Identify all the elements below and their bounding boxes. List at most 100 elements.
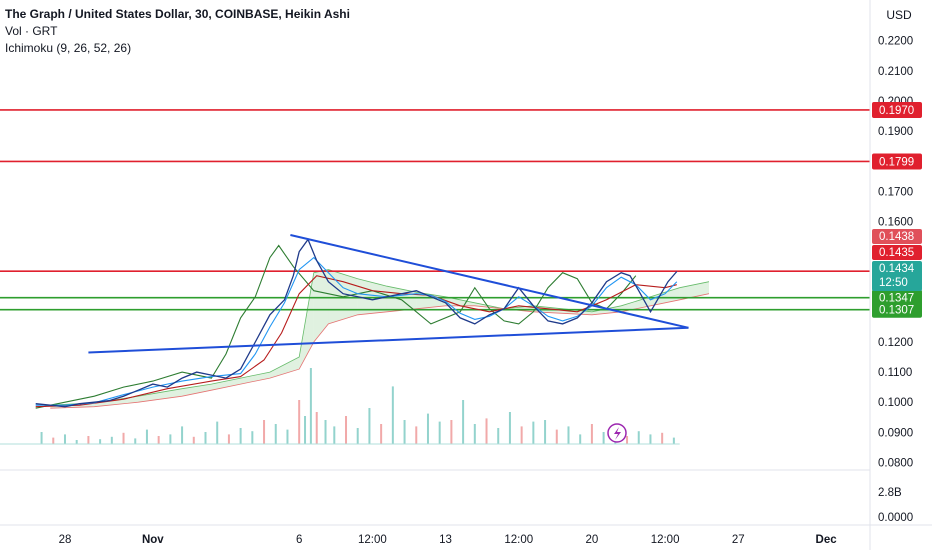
ichimoku-indicator-label[interactable]: Ichimoku (9, 26, 52, 26) xyxy=(5,41,132,55)
volume-bar xyxy=(239,428,242,444)
volume-bar xyxy=(426,413,429,444)
volume-bar xyxy=(567,426,570,444)
volume-indicator-label[interactable]: Vol · GRT xyxy=(5,24,58,38)
volume-bar xyxy=(145,429,148,444)
volume-bar xyxy=(309,368,312,444)
ichimoku-cloud-segment xyxy=(138,388,183,403)
ichimoku-cloud-segment xyxy=(182,384,212,397)
alert-icon-bolt xyxy=(614,427,621,440)
volume-bar xyxy=(649,434,652,444)
ichimoku-cloud-segment xyxy=(211,378,241,391)
level-badge xyxy=(872,289,922,306)
price-tick-label: 0.1900 xyxy=(878,126,913,138)
volume-bar xyxy=(204,432,207,444)
volume-bar xyxy=(157,436,160,444)
lagging-span-line xyxy=(35,244,637,409)
level-badge xyxy=(872,301,922,318)
time-tick-label: 20 xyxy=(586,534,599,546)
price-tick-label: 0.1600 xyxy=(878,216,913,228)
volume-bar xyxy=(286,429,289,444)
time-tick-label: 28 xyxy=(59,534,72,546)
trendline xyxy=(88,326,689,354)
price-tick-label: 0.0900 xyxy=(878,427,913,439)
level-badge xyxy=(872,101,922,118)
volume-bar xyxy=(181,426,184,444)
volume-bar xyxy=(345,416,348,444)
price-badge xyxy=(872,261,922,291)
volume-bar xyxy=(110,436,113,444)
ichimoku-cloud-segment xyxy=(299,272,314,370)
trendline xyxy=(290,234,689,329)
ichimoku-cloud-segment xyxy=(357,278,387,315)
level-badge-label: 0.1799 xyxy=(879,156,914,168)
leading-span-b xyxy=(50,293,710,409)
price-badge-label: 0.1435 xyxy=(879,247,914,259)
volume-bar xyxy=(602,432,605,444)
price-tick-label: 0.2100 xyxy=(878,66,913,78)
volume-bar xyxy=(134,438,137,444)
volume-bar xyxy=(333,426,336,444)
volume-bar xyxy=(380,424,383,444)
time-tick-label: 12:00 xyxy=(651,534,680,546)
volume-bar xyxy=(590,424,593,444)
volume-bar xyxy=(87,436,90,444)
trendlines xyxy=(88,234,689,443)
price-badge xyxy=(872,245,922,260)
ichimoku-cloud-segment xyxy=(240,372,270,385)
volume-tick-label: 2.8B xyxy=(878,487,902,499)
volume-bar xyxy=(532,421,535,444)
volume-bar xyxy=(251,431,254,444)
level-badge xyxy=(872,153,922,170)
ichimoku-cloud-segment xyxy=(650,287,680,306)
volume-bar xyxy=(626,436,629,444)
price-tick-label: 0.1100 xyxy=(878,367,912,379)
price-badge-label: 0.1434 xyxy=(879,263,915,275)
price-tick-label: 0.1200 xyxy=(878,337,913,349)
volume-bar xyxy=(661,432,664,444)
ichimoku-cloud xyxy=(50,269,710,409)
volume-bar xyxy=(637,431,640,444)
volume-bar xyxy=(485,418,488,444)
volume-bar xyxy=(304,416,307,444)
volume-bar xyxy=(298,400,301,444)
volume-bar xyxy=(450,420,453,444)
price-tick-label: 0.2200 xyxy=(878,36,913,48)
volume-bar xyxy=(391,386,394,444)
volume-bar xyxy=(555,429,558,444)
volume-bar xyxy=(122,432,125,444)
level-badge-label: 0.1347 xyxy=(879,293,914,305)
time-tick-label: 12:00 xyxy=(358,534,387,546)
chart-legend: The Graph / United States Dollar, 30, CO… xyxy=(5,6,350,57)
volume-bar xyxy=(216,421,219,444)
volume-bar xyxy=(508,412,511,444)
volume-bar xyxy=(324,420,327,444)
symbol-title[interactable]: The Graph / United States Dollar, 30, CO… xyxy=(5,7,350,21)
horizontal-levels xyxy=(0,109,870,311)
volume-bar xyxy=(438,421,441,444)
volume-bar xyxy=(169,434,172,444)
currency-button[interactable]: USD xyxy=(876,4,922,26)
price-tick-label: 0.1700 xyxy=(878,186,913,198)
time-tick-label: 13 xyxy=(439,534,452,546)
price-line xyxy=(35,238,678,408)
price-badge xyxy=(872,229,922,244)
volume-bars xyxy=(0,368,680,445)
price-badge-countdown: 12:50 xyxy=(879,277,908,289)
volume-bar xyxy=(579,434,582,444)
time-tick-label: Dec xyxy=(816,534,838,546)
price-badge-label: 0.1438 xyxy=(879,231,914,243)
volume-bar xyxy=(263,420,266,444)
volume-bar xyxy=(63,434,66,444)
tenkan-line xyxy=(35,256,678,406)
volume-bar xyxy=(40,432,43,444)
time-tick-label: 12:00 xyxy=(504,534,533,546)
price-tick-label: 0.0800 xyxy=(878,457,913,469)
volume-bar xyxy=(368,408,371,444)
time-tick-label: Nov xyxy=(142,534,164,546)
ichimoku-cloud-segment xyxy=(621,296,651,312)
volume-bar xyxy=(227,434,230,444)
